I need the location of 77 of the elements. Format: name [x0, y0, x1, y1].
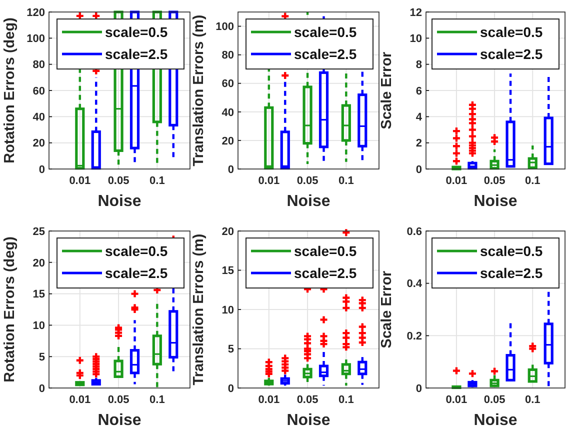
x-tick-label: 0.05 — [484, 175, 506, 187]
legend-label: scale=0.5 — [480, 242, 543, 259]
y-tick-label: 40 — [222, 106, 234, 119]
x-tick-label: 0.05 — [108, 175, 130, 187]
legend-label: scale=2.5 — [480, 264, 543, 281]
y-tick-label: 0.6 — [406, 226, 422, 238]
legend-label: scale=0.5 — [480, 24, 543, 40]
y-tick-label: 20 — [32, 138, 45, 150]
legend-label: scale=2.5 — [480, 46, 543, 62]
y-tick-label: 0 — [38, 382, 45, 395]
y-tick-label: 80 — [222, 50, 234, 62]
x-tick-label: 0.01 — [446, 394, 468, 406]
x-tick-label: 0.05 — [296, 175, 318, 187]
x-tick-label: 0.01 — [69, 394, 91, 406]
y-tick-label: 0.4 — [406, 278, 423, 290]
x-tick-label: 0.05 — [296, 394, 318, 406]
y-tick-label: 10 — [410, 33, 422, 46]
y-tick-label: 10 — [222, 304, 234, 316]
x-tick-label: 0.01 — [258, 394, 280, 406]
y-tick-label: 60 — [222, 78, 234, 90]
x-axis-title: Noise — [474, 412, 518, 429]
y-tick-label: 100 — [216, 21, 234, 34]
x-tick-label: 0.01 — [446, 175, 468, 187]
x-tick-label: 0.01 — [69, 175, 91, 187]
y-tick-label: 120 — [26, 6, 45, 19]
legend-label: scale=2.5 — [294, 46, 357, 62]
x-axis-title: Noise — [286, 193, 330, 210]
y-tick-label: 4 — [416, 112, 423, 124]
y-tick-label: 8 — [416, 59, 422, 72]
legend-label: scale=0.5 — [294, 242, 357, 259]
x-axis-title: Noise — [286, 412, 330, 429]
y-tick-label: 0 — [38, 164, 45, 176]
y-tick-label: 0 — [228, 164, 234, 176]
y-tick-label: 12 — [410, 6, 422, 19]
y-tick-label: 25 — [32, 226, 45, 238]
y-tick-label: 40 — [32, 112, 45, 124]
y-tick-label: 15 — [32, 288, 45, 301]
x-tick-label: 0.05 — [484, 394, 506, 406]
legend-label: scale=0.5 — [105, 242, 168, 259]
x-tick-label: 0.1 — [150, 394, 165, 406]
y-tick-label: 20 — [32, 257, 45, 270]
y-tick-label: 2 — [416, 138, 422, 150]
y-tick-label: 0 — [228, 382, 234, 395]
y-axis-title: Translation Errors (m) — [191, 234, 207, 386]
y-tick-label: 0 — [416, 382, 422, 395]
y-axis-title: Rotation Errors (deg) — [2, 236, 18, 382]
x-tick-label: 0.1 — [524, 175, 540, 187]
legend-label: scale=2.5 — [294, 264, 357, 281]
y-tick-label: 60 — [32, 85, 45, 98]
y-tick-label: 6 — [416, 85, 422, 98]
x-axis-title: Noise — [474, 193, 518, 210]
legend-label: scale=0.5 — [294, 24, 357, 40]
legend-label: scale=2.5 — [105, 46, 168, 62]
x-tick-label: 0.1 — [338, 175, 354, 187]
legend-label: scale=2.5 — [105, 264, 168, 281]
y-tick-label: 100 — [26, 33, 45, 46]
y-tick-label: 15 — [222, 265, 234, 278]
legend-label: scale=0.5 — [105, 24, 168, 40]
x-tick-label: 0.1 — [524, 394, 540, 406]
y-tick-label: 20 — [222, 135, 234, 148]
y-tick-label: 0 — [416, 164, 422, 176]
y-axis-title: Scale Error — [379, 51, 395, 130]
y-tick-label: 5 — [228, 344, 234, 356]
y-tick-label: 10 — [32, 320, 45, 332]
x-tick-label: 0.01 — [258, 175, 280, 187]
y-tick-label: 80 — [32, 59, 45, 72]
x-tick-label: 0.1 — [338, 394, 354, 406]
y-tick-label: 20 — [222, 226, 234, 238]
y-axis-title: Rotation Errors (deg) — [2, 17, 18, 164]
x-axis-title: Noise — [98, 193, 142, 210]
y-axis-title: Translation Errors (m) — [191, 14, 207, 166]
y-axis-title: Scale Error — [379, 270, 395, 348]
x-axis-title: Noise — [98, 412, 142, 429]
x-tick-label: 0.1 — [150, 175, 165, 187]
y-tick-label: 5 — [38, 351, 45, 364]
x-tick-label: 0.05 — [108, 394, 130, 406]
y-tick-label: 0.2 — [406, 330, 422, 343]
